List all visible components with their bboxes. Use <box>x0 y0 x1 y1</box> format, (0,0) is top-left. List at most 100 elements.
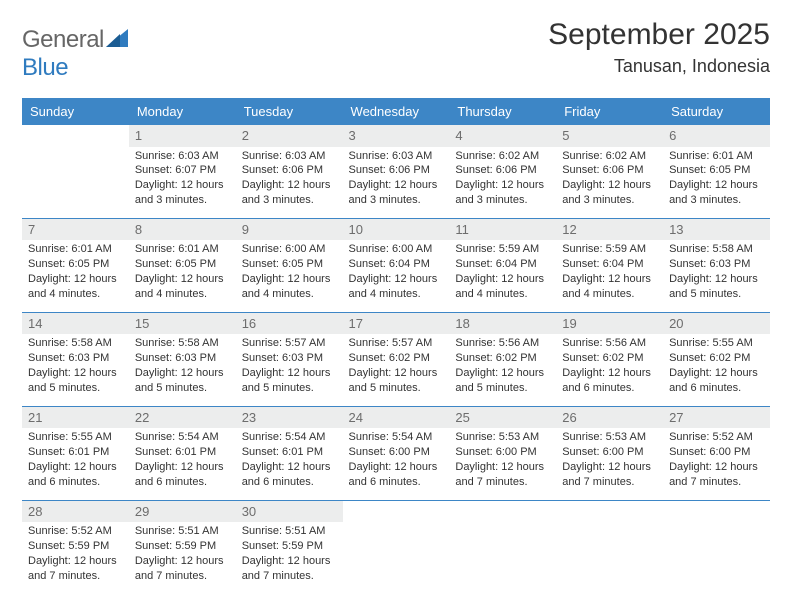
day-body: Sunrise: 6:01 AMSunset: 6:05 PMDaylight:… <box>129 240 236 311</box>
day-number: 15 <box>129 313 236 335</box>
day-body: Sunrise: 6:00 AMSunset: 6:05 PMDaylight:… <box>236 240 343 311</box>
calendar-day-cell <box>22 125 129 218</box>
day-number: 22 <box>129 407 236 429</box>
day-line: Sunset: 6:04 PM <box>349 257 444 272</box>
day-line: Daylight: 12 hours and 7 minutes. <box>455 460 550 490</box>
day-body <box>556 522 663 570</box>
day-number: 23 <box>236 407 343 429</box>
day-line: Sunrise: 6:01 AM <box>28 242 123 257</box>
day-body: Sunrise: 5:56 AMSunset: 6:02 PMDaylight:… <box>556 334 663 405</box>
day-body: Sunrise: 5:54 AMSunset: 6:00 PMDaylight:… <box>343 428 450 499</box>
weekday-header: Saturday <box>663 98 770 125</box>
day-line: Sunrise: 5:57 AM <box>242 336 337 351</box>
day-number: 11 <box>449 219 556 241</box>
calendar-day-cell: 1Sunrise: 6:03 AMSunset: 6:07 PMDaylight… <box>129 125 236 218</box>
day-line: Daylight: 12 hours and 3 minutes. <box>455 178 550 208</box>
day-body: Sunrise: 5:59 AMSunset: 6:04 PMDaylight:… <box>556 240 663 311</box>
calendar-day-cell: 29Sunrise: 5:51 AMSunset: 5:59 PMDayligh… <box>129 500 236 593</box>
calendar-day-cell <box>556 500 663 593</box>
day-line: Daylight: 12 hours and 7 minutes. <box>669 460 764 490</box>
calendar-day-cell: 3Sunrise: 6:03 AMSunset: 6:06 PMDaylight… <box>343 125 450 218</box>
weekday-header: Friday <box>556 98 663 125</box>
calendar-day-cell: 26Sunrise: 5:53 AMSunset: 6:00 PMDayligh… <box>556 406 663 500</box>
day-line: Sunset: 6:05 PM <box>669 163 764 178</box>
day-body: Sunrise: 5:53 AMSunset: 6:00 PMDaylight:… <box>556 428 663 499</box>
day-line: Sunrise: 5:53 AM <box>562 430 657 445</box>
day-line: Sunrise: 5:53 AM <box>455 430 550 445</box>
day-body: Sunrise: 5:51 AMSunset: 5:59 PMDaylight:… <box>129 522 236 593</box>
day-line: Sunset: 6:00 PM <box>562 445 657 460</box>
calendar-day-cell: 6Sunrise: 6:01 AMSunset: 6:05 PMDaylight… <box>663 125 770 218</box>
day-line: Daylight: 12 hours and 3 minutes. <box>242 178 337 208</box>
day-line: Sunset: 6:02 PM <box>455 351 550 366</box>
day-line: Daylight: 12 hours and 6 minutes. <box>28 460 123 490</box>
calendar-day-cell <box>663 500 770 593</box>
day-line: Sunset: 6:05 PM <box>28 257 123 272</box>
calendar-day-cell: 19Sunrise: 5:56 AMSunset: 6:02 PMDayligh… <box>556 312 663 406</box>
day-line: Sunrise: 5:59 AM <box>455 242 550 257</box>
title-block: September 2025 Tanusan, Indonesia <box>548 18 770 77</box>
day-line: Sunrise: 5:51 AM <box>135 524 230 539</box>
day-line: Sunrise: 6:01 AM <box>135 242 230 257</box>
day-line: Sunset: 6:03 PM <box>669 257 764 272</box>
day-body: Sunrise: 5:58 AMSunset: 6:03 PMDaylight:… <box>22 334 129 405</box>
day-number: 20 <box>663 313 770 335</box>
logo-text-blue: Blue <box>22 54 68 81</box>
day-line: Sunset: 6:01 PM <box>242 445 337 460</box>
calendar-day-cell: 28Sunrise: 5:52 AMSunset: 5:59 PMDayligh… <box>22 500 129 593</box>
calendar-day-cell: 12Sunrise: 5:59 AMSunset: 6:04 PMDayligh… <box>556 218 663 312</box>
day-line: Daylight: 12 hours and 6 minutes. <box>349 460 444 490</box>
day-body: Sunrise: 5:59 AMSunset: 6:04 PMDaylight:… <box>449 240 556 311</box>
page: GeneralBlue September 2025 Tanusan, Indo… <box>0 0 792 612</box>
day-body <box>343 522 450 570</box>
day-line: Sunset: 6:04 PM <box>562 257 657 272</box>
calendar-day-cell <box>449 500 556 593</box>
day-line: Daylight: 12 hours and 5 minutes. <box>28 366 123 396</box>
day-number: 2 <box>236 125 343 147</box>
day-number: 30 <box>236 501 343 523</box>
logo-sail-icon <box>106 26 128 54</box>
day-body: Sunrise: 6:02 AMSunset: 6:06 PMDaylight:… <box>449 147 556 218</box>
day-body: Sunrise: 5:58 AMSunset: 6:03 PMDaylight:… <box>663 240 770 311</box>
calendar-head: SundayMondayTuesdayWednesdayThursdayFrid… <box>22 98 770 125</box>
day-line: Sunrise: 5:56 AM <box>455 336 550 351</box>
day-body: Sunrise: 6:03 AMSunset: 6:07 PMDaylight:… <box>129 147 236 218</box>
day-line: Sunrise: 6:01 AM <box>669 149 764 164</box>
day-number: 7 <box>22 219 129 241</box>
day-body: Sunrise: 5:57 AMSunset: 6:02 PMDaylight:… <box>343 334 450 405</box>
weekday-header: Thursday <box>449 98 556 125</box>
day-number: 9 <box>236 219 343 241</box>
day-line: Sunset: 6:05 PM <box>135 257 230 272</box>
day-line: Sunset: 6:03 PM <box>135 351 230 366</box>
day-line: Sunset: 6:06 PM <box>455 163 550 178</box>
calendar-day-cell <box>343 500 450 593</box>
day-line: Sunset: 5:59 PM <box>242 539 337 554</box>
calendar-week-row: 1Sunrise: 6:03 AMSunset: 6:07 PMDaylight… <box>22 125 770 218</box>
day-number: 21 <box>22 407 129 429</box>
calendar-day-cell: 15Sunrise: 5:58 AMSunset: 6:03 PMDayligh… <box>129 312 236 406</box>
day-number: 14 <box>22 313 129 335</box>
day-number: 1 <box>129 125 236 147</box>
day-number: 29 <box>129 501 236 523</box>
day-body: Sunrise: 5:54 AMSunset: 6:01 PMDaylight:… <box>129 428 236 499</box>
day-line: Daylight: 12 hours and 3 minutes. <box>562 178 657 208</box>
calendar-day-cell: 18Sunrise: 5:56 AMSunset: 6:02 PMDayligh… <box>449 312 556 406</box>
calendar-day-cell: 21Sunrise: 5:55 AMSunset: 6:01 PMDayligh… <box>22 406 129 500</box>
day-number: 12 <box>556 219 663 241</box>
day-line: Sunrise: 5:54 AM <box>242 430 337 445</box>
calendar-day-cell: 20Sunrise: 5:55 AMSunset: 6:02 PMDayligh… <box>663 312 770 406</box>
day-number: 6 <box>663 125 770 147</box>
day-line: Sunset: 6:02 PM <box>349 351 444 366</box>
day-number: 24 <box>343 407 450 429</box>
day-line: Sunset: 6:00 PM <box>349 445 444 460</box>
calendar-day-cell: 25Sunrise: 5:53 AMSunset: 6:00 PMDayligh… <box>449 406 556 500</box>
calendar-day-cell: 22Sunrise: 5:54 AMSunset: 6:01 PMDayligh… <box>129 406 236 500</box>
calendar-table: SundayMondayTuesdayWednesdayThursdayFrid… <box>22 98 770 594</box>
calendar-day-cell: 4Sunrise: 6:02 AMSunset: 6:06 PMDaylight… <box>449 125 556 218</box>
calendar-week-row: 7Sunrise: 6:01 AMSunset: 6:05 PMDaylight… <box>22 218 770 312</box>
day-body: Sunrise: 5:54 AMSunset: 6:01 PMDaylight:… <box>236 428 343 499</box>
calendar-day-cell: 27Sunrise: 5:52 AMSunset: 6:00 PMDayligh… <box>663 406 770 500</box>
day-number: 26 <box>556 407 663 429</box>
day-line: Sunset: 6:00 PM <box>669 445 764 460</box>
day-line: Daylight: 12 hours and 6 minutes. <box>242 460 337 490</box>
